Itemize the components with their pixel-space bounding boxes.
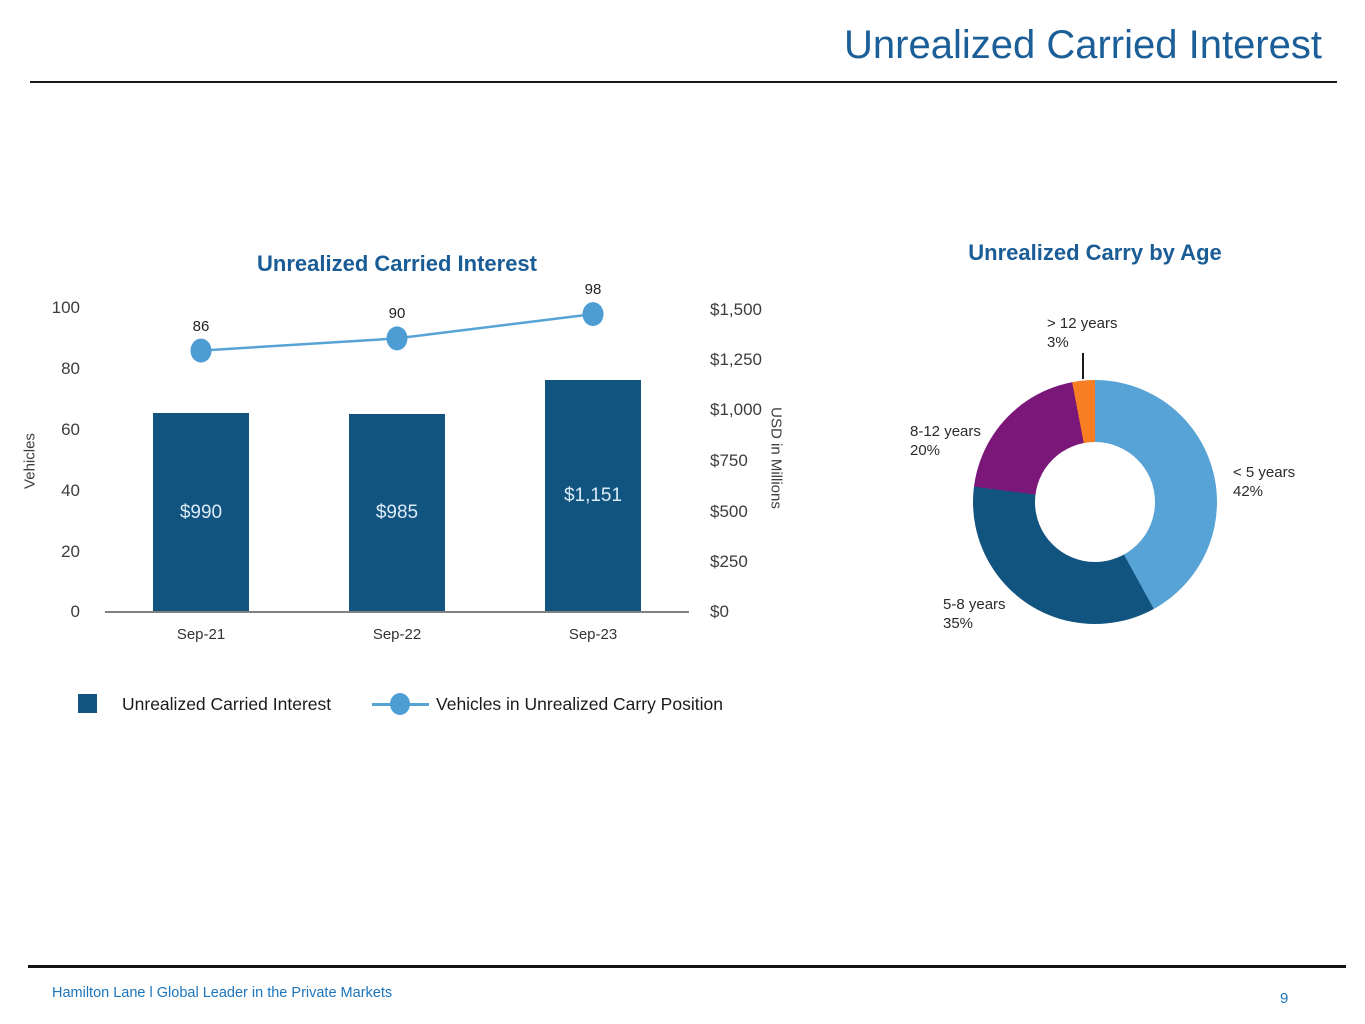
legend-label-bar: Unrealized Carried Interest xyxy=(122,694,332,714)
donut-chart-title: Unrealized Carry by Age xyxy=(968,240,1222,265)
bar-sep-22: $985 xyxy=(349,414,445,612)
x-axis-label: Sep-23 xyxy=(568,626,618,643)
data-point-marker xyxy=(190,338,212,363)
bar-value-label: $990 xyxy=(179,501,223,523)
left-axis-tick: 40 xyxy=(61,481,80,500)
bar-value-label: $1,151 xyxy=(563,485,623,506)
right-axis-tick: $750 xyxy=(710,451,748,470)
left-axis-tick: 80 xyxy=(61,359,80,378)
slice-label-8-12: 8-12 years 20% xyxy=(910,422,981,460)
x-axis-label: Sep-21 xyxy=(176,626,226,643)
slice-label-lt5: < 5 years 42% xyxy=(1233,463,1295,501)
point-label: 86 xyxy=(192,317,210,335)
slice-label-text: 5-8 years xyxy=(943,596,1006,613)
slice-label-pct: 42% xyxy=(1233,483,1264,500)
bar-value-label: $985 xyxy=(375,502,419,523)
header-divider xyxy=(30,81,1337,83)
point-label: 98 xyxy=(584,281,602,299)
data-point-marker xyxy=(386,326,408,351)
right-axis-tick: $1,500 xyxy=(710,300,762,319)
right-axis-tick: $1,000 xyxy=(710,400,762,419)
bar-sep-23: $1,151 xyxy=(545,380,641,612)
bar-sep-21: $990 xyxy=(153,413,249,612)
left-axis-tick: 60 xyxy=(61,420,80,439)
slice-label-text: 8-12 years xyxy=(910,423,981,440)
point-label: 90 xyxy=(388,305,406,323)
x-axis-line xyxy=(105,611,689,613)
footer-divider xyxy=(28,965,1346,968)
right-axis-tick: $250 xyxy=(710,552,748,571)
slice-label-pct: 3% xyxy=(1047,334,1069,351)
donut-hole xyxy=(1035,442,1155,562)
right-axis-tick: $500 xyxy=(710,502,748,521)
data-point-marker xyxy=(582,302,604,327)
legend-label-line: Vehicles in Unrealized Carry Position xyxy=(436,694,723,714)
slice-label-pct: 35% xyxy=(943,615,974,632)
slice-label-pct: 20% xyxy=(910,442,941,459)
combo-chart-title: Unrealized Carried Interest xyxy=(257,251,537,276)
page-number: 9 xyxy=(1280,990,1289,1007)
right-axis-title: USD in Millions xyxy=(767,407,785,509)
page-title: Unrealized Carried Interest xyxy=(844,23,1322,67)
left-axis-tick: 20 xyxy=(61,542,80,561)
legend-bar-swatch xyxy=(78,694,97,713)
slice-label-5-8: 5-8 years 35% xyxy=(943,595,1006,633)
leader-line xyxy=(1082,353,1084,379)
footer-tagline: Hamilton Lane l Global Leader in the Pri… xyxy=(52,985,393,1001)
slice-label-gt12: > 12 years 3% xyxy=(1047,314,1117,352)
legend-marker-icon xyxy=(390,693,410,715)
slice-label-text: < 5 years xyxy=(1233,464,1296,481)
slice-label-text: > 12 years xyxy=(1047,315,1118,332)
left-axis-tick: 100 xyxy=(51,298,80,317)
left-axis-tick: 0 xyxy=(70,602,80,621)
right-axis-tick: $1,250 xyxy=(710,350,762,369)
x-axis-label: Sep-22 xyxy=(372,626,422,643)
left-axis-title: Vehicles xyxy=(21,433,39,489)
right-axis-tick: $0 xyxy=(710,602,729,621)
